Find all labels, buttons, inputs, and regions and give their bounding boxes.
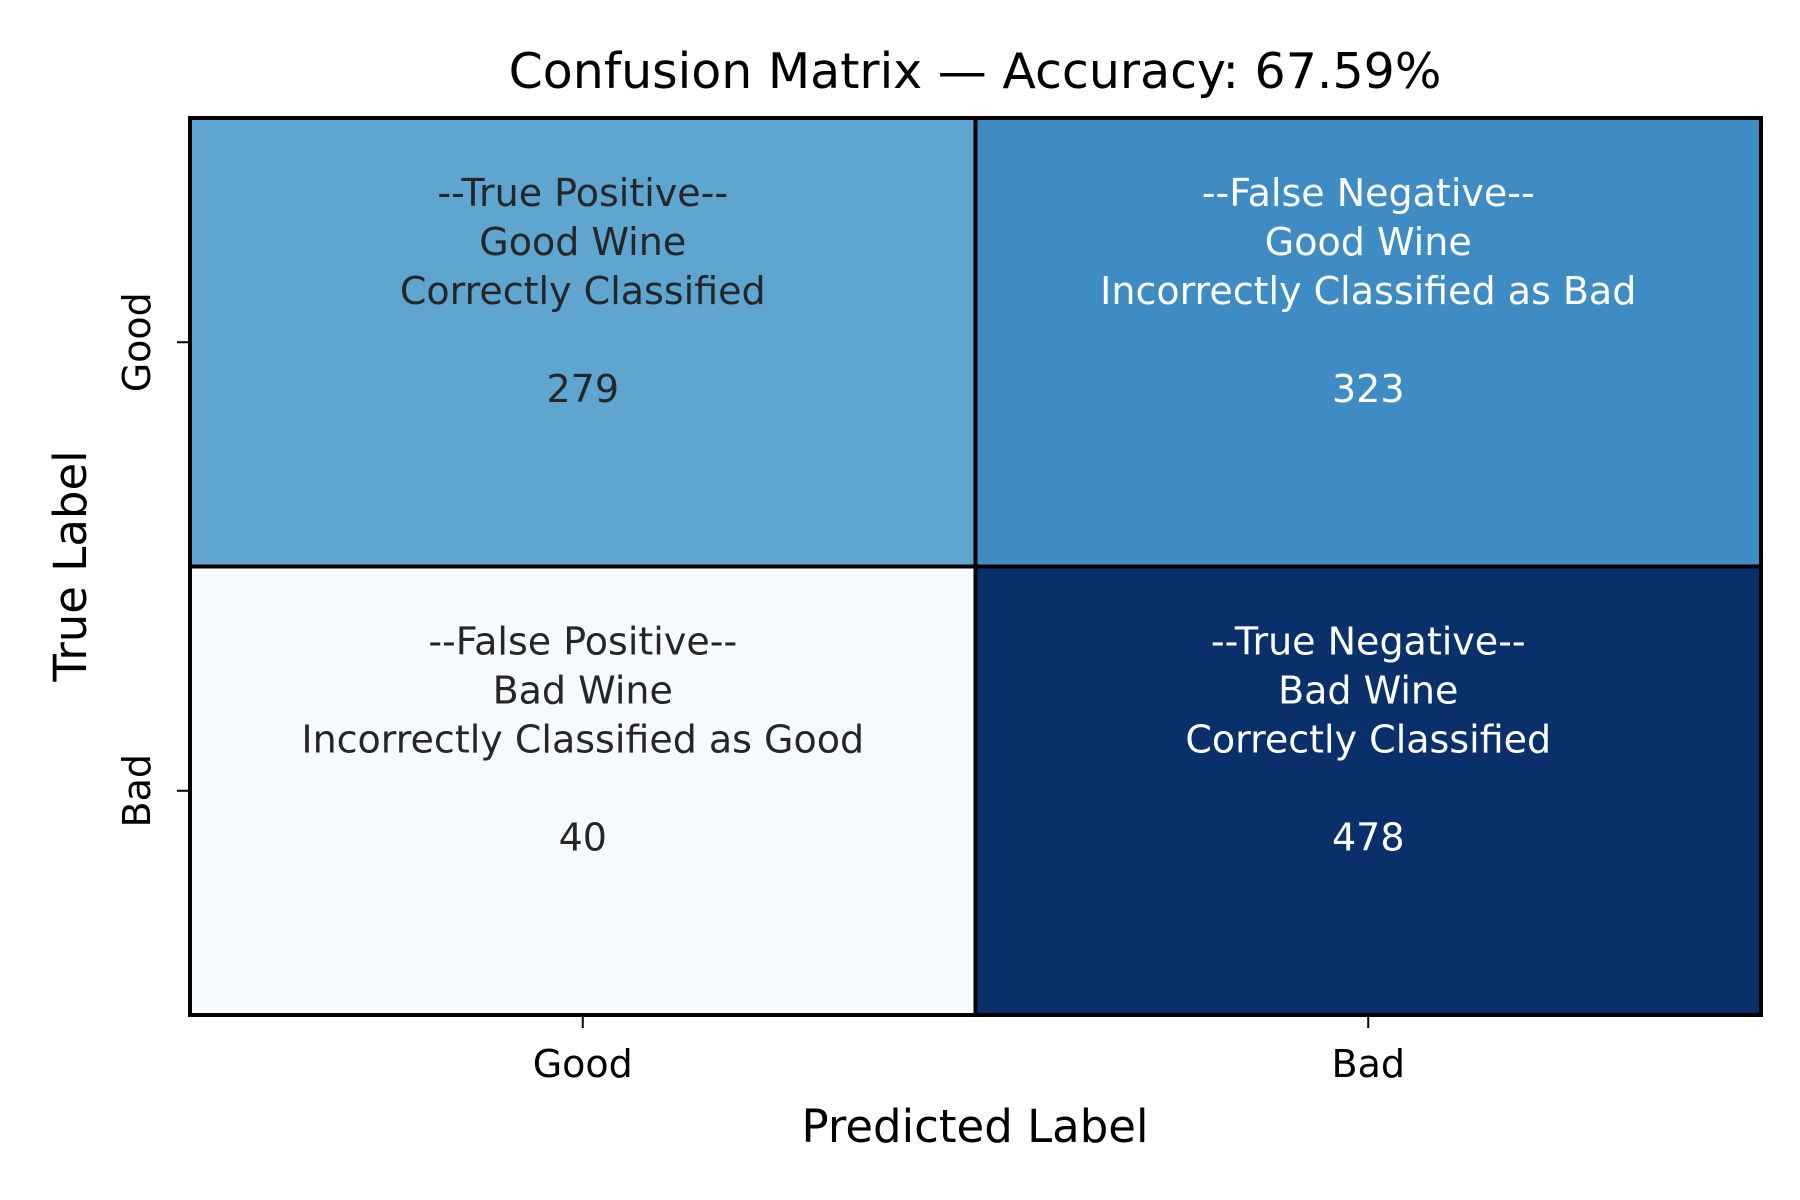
x-axis-label: Predicted Label (802, 1100, 1149, 1153)
cell-label-description: Incorrectly Classified as Bad (1100, 269, 1636, 313)
cell-label-category: --False Negative-- (1202, 171, 1535, 215)
heatmap-cell (973, 116, 1763, 569)
y-tick-label: Bad (115, 754, 159, 827)
plot-frame (189, 117, 1762, 1016)
cell-value: 40 (559, 816, 607, 860)
cell-label-class: Bad Wine (493, 669, 673, 713)
x-tick-label: Bad (1332, 1042, 1405, 1086)
y-tick-label: Good (115, 292, 159, 392)
chart-title: Confusion Matrix — Accuracy: 67.59% (509, 43, 1442, 100)
heatmap-cell (188, 564, 978, 1017)
x-tick-label: Good (533, 1042, 633, 1086)
cell-label-class: Good Wine (1265, 220, 1472, 264)
cell-label-category: --True Positive-- (437, 171, 728, 215)
cell-value: 478 (1332, 816, 1405, 860)
heatmap-cell (973, 564, 1763, 1017)
heatmap-cell (188, 116, 978, 569)
heatmap-cells (188, 116, 1763, 1017)
y-axis-label: True Label (44, 450, 97, 682)
cell-label-category: --True Negative-- (1211, 620, 1526, 664)
y-axis-ticks: Good Bad (115, 292, 190, 827)
cell-label-category: --False Positive-- (428, 620, 737, 664)
cell-label-class: Bad Wine (1278, 669, 1458, 713)
cell-label-description: Correctly Classified (1185, 718, 1551, 762)
cell-label-description: Correctly Classified (400, 269, 766, 313)
x-axis-ticks: Good Bad (533, 1015, 1405, 1086)
cell-label-description: Incorrectly Classified as Good (301, 718, 864, 762)
heatmap-cell-labels: --True Positive-- Good Wine Correctly Clas… (301, 171, 1636, 860)
cell-label-class: Good Wine (479, 220, 686, 264)
cell-value: 279 (546, 367, 619, 411)
cell-value: 323 (1332, 367, 1405, 411)
